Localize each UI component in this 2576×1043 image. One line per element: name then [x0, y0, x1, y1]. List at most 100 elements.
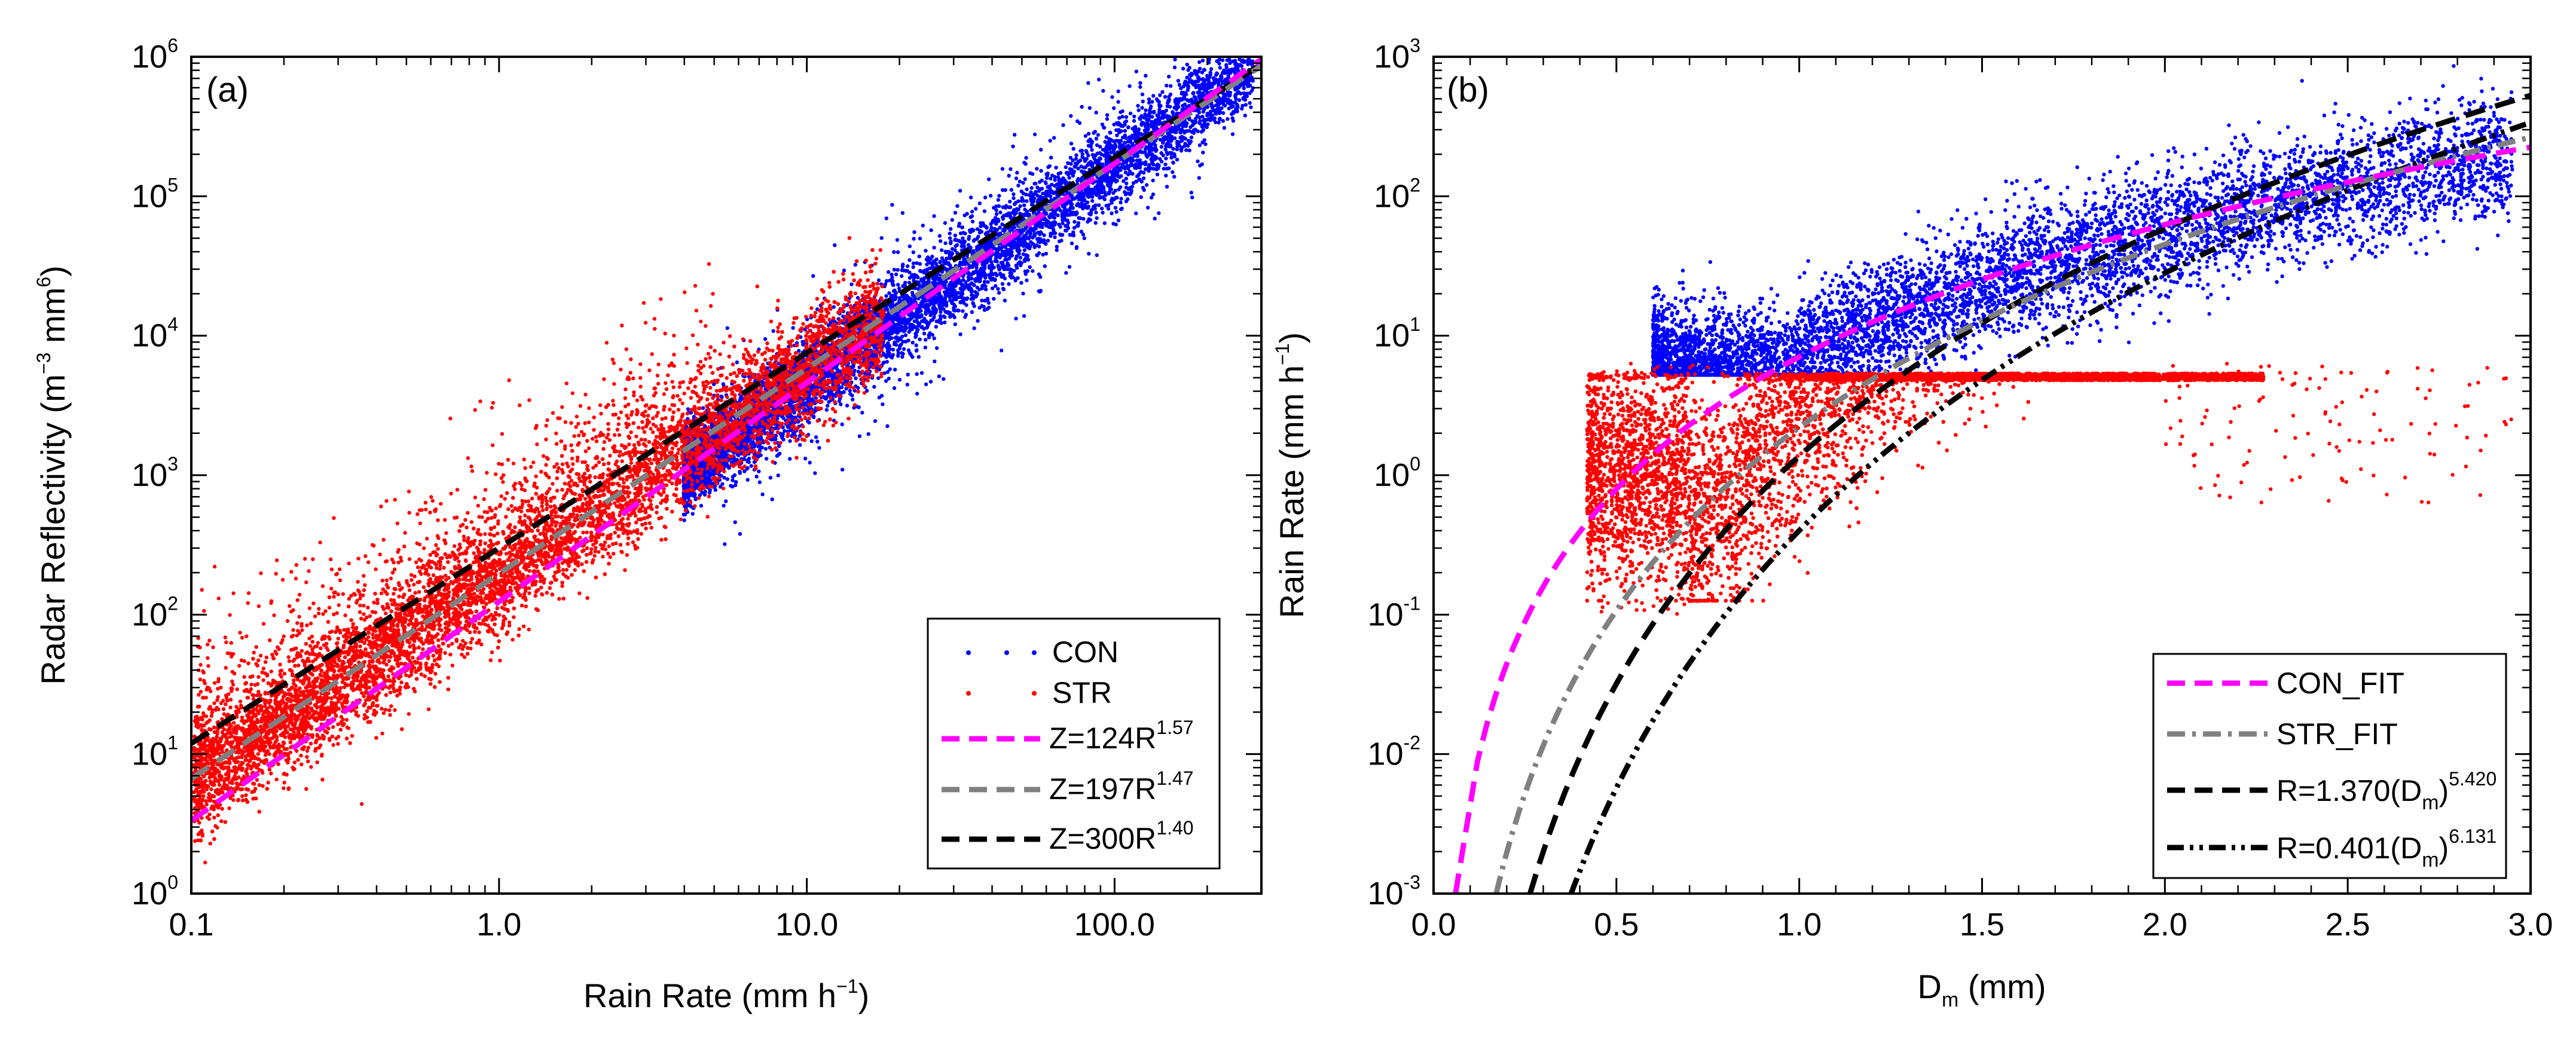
scatter-point-con: [1188, 125, 1193, 129]
scatter-point-con: [1029, 240, 1033, 244]
scatter-point-con: [1196, 159, 1200, 164]
scatter-point-con: [1007, 282, 1011, 286]
scatter-point-con: [1097, 203, 1101, 207]
scatter-point-con: [1042, 240, 1046, 245]
scatter-point-con: [902, 347, 906, 351]
scatter-point-con: [977, 230, 982, 235]
scatter-point-con: [1179, 86, 1183, 90]
scatter-point-con: [950, 218, 955, 222]
scatter-point-con: [1023, 177, 1027, 181]
scatter-point-con: [1072, 219, 1077, 224]
scatter-point-con: [945, 303, 949, 307]
scatter-point-con: [1098, 151, 1102, 155]
scatter-point-con: [1239, 91, 1243, 96]
scatter-point-con: [1075, 179, 1080, 183]
scatter-point-con: [916, 354, 921, 359]
scatter-point-con: [953, 233, 958, 238]
scatter-point-con: [1171, 111, 1175, 115]
scatter-point-con: [946, 310, 951, 314]
scatter-point-con: [1159, 145, 1164, 149]
scatter-point-con: [957, 290, 961, 295]
scatter-point-con: [757, 469, 761, 473]
scatter-point-con: [994, 247, 998, 251]
scatter-point-con: [969, 286, 973, 290]
scatter-point-con: [1044, 252, 1049, 256]
scatter-point-con: [1018, 255, 1023, 260]
scatter-point-con: [1165, 84, 1169, 88]
scatter-point-con: [985, 225, 989, 230]
scatter-point-con: [876, 278, 881, 283]
scatter-point-con: [1044, 176, 1049, 181]
scatter-point-con: [1014, 176, 1019, 181]
scatter-point-con: [1248, 101, 1252, 105]
scatter-point-con: [1085, 206, 1089, 210]
scatter-point-con: [1187, 148, 1191, 152]
scatter-point-con: [997, 194, 1001, 198]
scatter-point-con: [1003, 298, 1007, 302]
scatter-point-con: [1003, 258, 1007, 262]
scatter-point-con: [983, 195, 988, 200]
scatter-point-con: [777, 444, 781, 448]
scatter-point-con: [903, 325, 907, 329]
scatter-point-con: [948, 236, 952, 240]
scatter-point-con: [1196, 129, 1200, 133]
scatter-point-con: [1078, 178, 1083, 182]
scatter-point-con: [1209, 67, 1214, 71]
scatter-point-con: [1175, 139, 1179, 144]
scatter-point-con: [980, 262, 985, 267]
scatter-point-con: [764, 457, 769, 461]
scatter-point-con: [891, 283, 895, 287]
scatter-point-con: [1216, 106, 1221, 110]
scatter-point-con: [1185, 75, 1189, 79]
scatter-point-con: [1120, 109, 1124, 114]
scatter-point-con: [734, 480, 738, 484]
scatter-point-con: [939, 310, 943, 314]
scatter-point-con: [1181, 90, 1186, 95]
scatter-point-con: [1067, 176, 1071, 180]
scatter-point-con: [1151, 94, 1156, 98]
scatter-point-con: [1230, 116, 1234, 120]
scatter-point-con: [1093, 221, 1098, 225]
scatter-point-con: [930, 255, 934, 259]
scatter-point-con: [943, 221, 948, 225]
scatter-point-con: [986, 177, 991, 182]
scatter-point-con: [1064, 224, 1068, 228]
scatter-point-con: [1105, 113, 1110, 117]
scatter-point-con: [1021, 291, 1025, 296]
scatter-point-con: [1001, 217, 1006, 221]
scatter-point-con: [1246, 62, 1250, 66]
scatter-point-con: [1205, 90, 1209, 94]
scatter-point-con: [1100, 123, 1105, 127]
scatter-point-con: [942, 307, 946, 311]
scatter-point-con: [949, 227, 953, 231]
scatter-point-con: [1057, 222, 1061, 227]
scatter-point-con: [1243, 114, 1247, 118]
scatter-point-con: [1217, 120, 1221, 125]
scatter-point-con: [886, 341, 890, 345]
scatter-point-con: [1076, 201, 1080, 206]
scatter-point-con: [940, 248, 944, 252]
scatter-point-con: [1171, 146, 1175, 151]
scatter-point-con: [1069, 142, 1074, 146]
scatter-point-con: [844, 387, 848, 391]
scatter-point-con: [1136, 108, 1141, 112]
scatter-point-con: [1031, 172, 1035, 176]
scatter-point-con: [1048, 194, 1053, 198]
scatter-point-con: [1012, 192, 1016, 197]
scatter-point-con: [963, 231, 967, 235]
scatter-point-con: [1064, 165, 1068, 169]
scatter-point-con: [1221, 111, 1226, 115]
scatter-point-con: [889, 294, 893, 299]
scatter-point-con: [1243, 103, 1248, 107]
scatter-point-con: [1220, 106, 1224, 111]
scatter-point-con: [948, 231, 952, 235]
scatter-point-con: [1144, 145, 1148, 149]
scatter-point-con: [1147, 97, 1151, 102]
scatter-point-con: [1068, 155, 1073, 160]
scatter-point-con: [887, 291, 891, 295]
scatter-point-con: [911, 265, 915, 270]
scatter-point-con: [893, 368, 897, 372]
scatter-point-con: [824, 408, 829, 412]
scatter-point-con: [1123, 129, 1127, 133]
scatter-point-con: [1136, 103, 1140, 108]
